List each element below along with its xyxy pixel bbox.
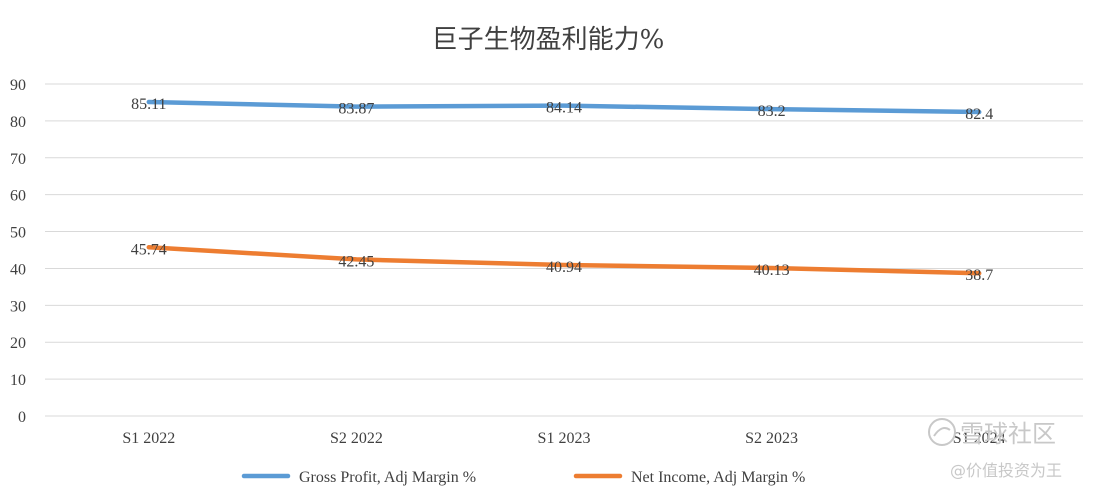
- snowball-logo-icon: [928, 418, 956, 446]
- series-line-1: [146, 245, 982, 276]
- y-tick-label: 0: [18, 409, 26, 426]
- data-label: 38.7: [965, 267, 993, 284]
- y-tick-label: 10: [10, 372, 26, 389]
- y-tick-label: 30: [10, 298, 26, 315]
- data-labels: 85.11 83.87 84.14 83.2 82.4 45.74 42.45 40.94 40…: [131, 96, 993, 284]
- chart-title: 巨子生物盈利能力%: [432, 25, 665, 55]
- legend-label: Net Income, Adj Margin %: [631, 469, 805, 486]
- series-lines: [146, 99, 982, 276]
- watermark: 雪球社区 @价值投资为王: [928, 418, 1062, 480]
- x-tick-label: S1 2023: [538, 430, 591, 447]
- series-line-0: [146, 99, 982, 115]
- y-axis-ticks: 0 10 20 30 40 50 60 70 80 90: [10, 77, 26, 426]
- watermark-author: @价值投资为王: [950, 461, 1062, 480]
- y-tick-label: 50: [10, 225, 26, 242]
- data-label: 83.87: [338, 101, 374, 118]
- y-tick-label: 70: [10, 151, 26, 168]
- data-label: 83.2: [758, 103, 786, 120]
- data-label: 42.45: [338, 253, 374, 270]
- x-tick-label: S1 2022: [122, 430, 175, 447]
- legend-label: Gross Profit, Adj Margin %: [299, 469, 476, 486]
- watermark-brand: 雪球社区: [960, 420, 1056, 448]
- data-label: 85.11: [131, 96, 166, 113]
- y-tick-label: 20: [10, 335, 26, 352]
- legend: Gross Profit, Adj Margin % Net Income, Ad…: [241, 469, 805, 486]
- data-label: 82.4: [965, 106, 993, 123]
- data-label: 45.74: [131, 241, 167, 258]
- data-label: 40.13: [754, 262, 790, 279]
- gridlines: [45, 83, 1083, 417]
- x-axis-ticks: S1 2022 S2 2022 S1 2023 S2 2023 S1 2024: [122, 430, 1005, 447]
- x-tick-label: S1 2024: [953, 430, 1006, 447]
- x-tick-label: S2 2023: [745, 430, 798, 447]
- y-tick-label: 80: [10, 114, 26, 131]
- y-tick-label: 60: [10, 188, 26, 205]
- data-label: 84.14: [546, 100, 582, 117]
- x-tick-label: S2 2022: [330, 430, 383, 447]
- y-tick-label: 40: [10, 261, 26, 278]
- y-tick-label: 90: [10, 77, 26, 94]
- data-label: 40.94: [546, 259, 582, 276]
